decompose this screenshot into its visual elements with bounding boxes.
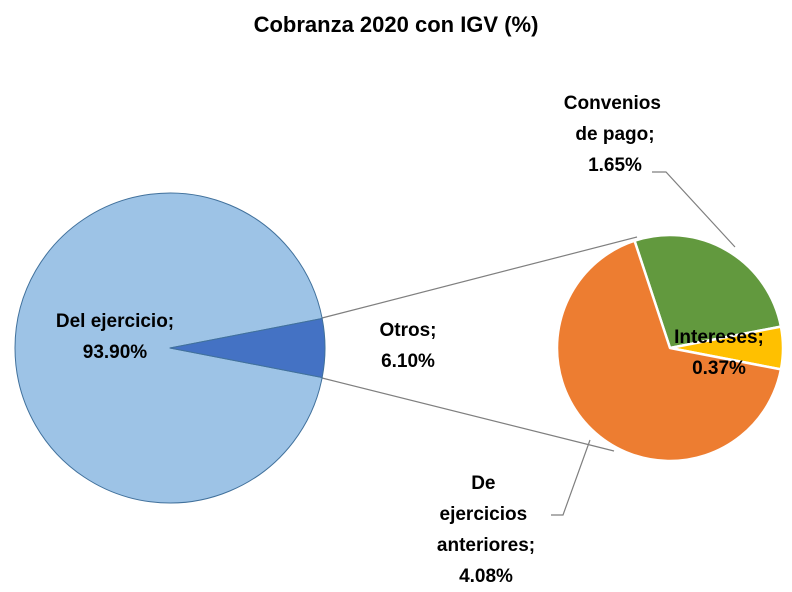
- chart-title: Cobranza 2020 con IGV (%): [254, 12, 539, 37]
- data-label: 0.37%: [692, 358, 746, 379]
- data-label: Intereses;: [674, 327, 764, 348]
- data-label: Convenios de pago;: [564, 93, 666, 145]
- data-label: 6.10%: [381, 351, 435, 372]
- data-label: De ejercicios anteriores;: [437, 473, 535, 556]
- pie-slice: [555, 239, 783, 463]
- pie-slice: [169, 317, 326, 379]
- pie-slice: [14, 192, 323, 504]
- connector-line: [321, 236, 638, 319]
- pie-slice: [633, 233, 783, 350]
- leader-line: [652, 171, 736, 248]
- data-label: Otros;: [380, 320, 437, 341]
- connector-line: [321, 377, 615, 452]
- leader-line: [551, 439, 591, 516]
- data-label: Del ejercicio;: [56, 311, 174, 332]
- data-label: 4.08%: [459, 566, 513, 587]
- data-label: 1.65%: [588, 155, 642, 176]
- data-label: 93.90%: [83, 342, 148, 363]
